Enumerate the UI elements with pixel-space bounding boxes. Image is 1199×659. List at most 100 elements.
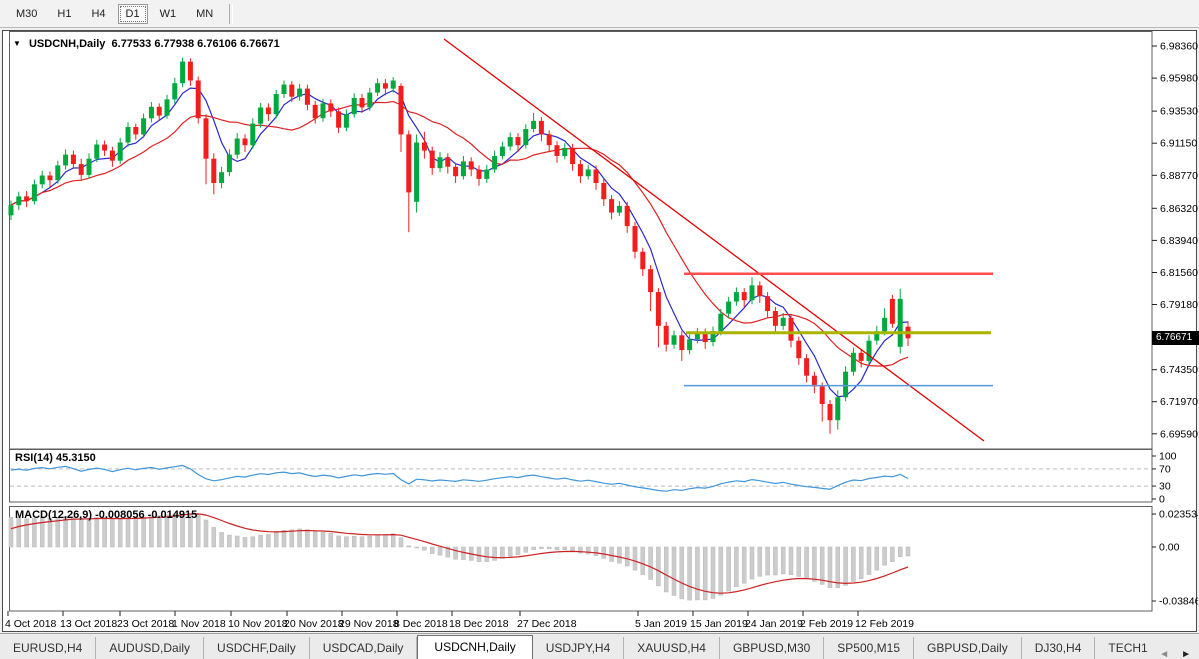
macd-bar <box>359 536 365 548</box>
chart-tab-EURUSD-H4[interactable]: EURUSD,H4 <box>0 637 97 659</box>
timeframe-button-H4[interactable]: H4 <box>83 4 113 24</box>
chart-tabs: EURUSD,H4 AUDUSD,Daily USDCHF,Daily USDCAD,… <box>0 634 1148 659</box>
chart-tab-AUDUSD-Daily[interactable]: AUDUSD,Daily <box>96 637 205 659</box>
chart-tab-GBPUSD-M30[interactable]: GBPUSD,M30 <box>720 637 825 659</box>
chart-tab-XAUUSD-H4[interactable]: XAUUSD,H4 <box>624 637 720 659</box>
ma-slow-line <box>10 100 909 367</box>
candle-body <box>343 114 349 128</box>
macd-bar <box>476 546 482 562</box>
macd-bar <box>94 517 100 548</box>
macd-bar <box>765 546 770 576</box>
chart-canvas[interactable]: 6.98360 6.95980 6.93530 6.91150 6.88770 6.863… <box>3 31 1198 631</box>
chart-tab-USDCAD-Daily[interactable]: USDCAD,Daily <box>310 637 418 659</box>
candle-body <box>484 169 490 179</box>
candle-body <box>148 106 154 119</box>
candle-body <box>609 199 615 213</box>
collapse-arrow-icon[interactable]: ▼ <box>13 39 21 48</box>
candle-body <box>546 134 552 146</box>
chart-tab-USDCNH-Daily[interactable]: USDCNH,Daily <box>417 635 533 659</box>
candle-body <box>180 61 186 84</box>
candle-body <box>172 83 178 100</box>
macd-bar <box>882 546 887 566</box>
macd-bar <box>78 517 84 548</box>
macd-bar <box>819 546 825 585</box>
macd-bar <box>250 536 256 548</box>
macd-bar <box>632 546 638 571</box>
macd-bar <box>835 546 841 589</box>
chart-tab-GBPUSD-Daily[interactable]: GBPUSD,Daily <box>914 637 1022 659</box>
chart-tab-SP500-M15[interactable]: SP500,M15 <box>824 637 915 659</box>
macd-bar <box>258 534 263 548</box>
candle-body <box>538 120 544 135</box>
tab-scroll-right-icon[interactable]: ► <box>1181 649 1191 659</box>
macd-bar <box>507 546 513 557</box>
rsi-line <box>10 464 909 492</box>
timeframe-button-D1[interactable]: D1 <box>117 3 148 24</box>
candle-body <box>312 104 318 119</box>
candle-body <box>616 205 622 213</box>
macd-histogram <box>8 513 911 601</box>
candle-body <box>874 331 880 341</box>
macd-bar <box>102 517 107 548</box>
candle-body <box>882 317 888 332</box>
chart-tab-DJ30-H4[interactable]: DJ30,H4 <box>1022 637 1096 659</box>
macd-bar <box>788 546 794 575</box>
macd-bar <box>702 546 708 601</box>
price-tick-label: 6.88770 <box>1160 170 1198 182</box>
main-panel-frame <box>9 31 1153 450</box>
candle-body <box>601 183 607 200</box>
price-tick-label: 6.98360 <box>1160 41 1198 53</box>
timeframe-button-W1[interactable]: W1 <box>152 4 185 24</box>
chart-tab-USDJPY-H4[interactable]: USDJPY,H4 <box>533 637 625 659</box>
macd-bar <box>24 518 29 548</box>
macd-bar <box>203 519 209 548</box>
candle-body <box>398 85 404 135</box>
timeframe-button-MN[interactable]: MN <box>188 4 221 24</box>
timeframe-button-H1[interactable]: H1 <box>49 4 79 24</box>
macd-bar <box>344 536 349 548</box>
candle-body <box>819 386 825 404</box>
macd-bar <box>539 546 544 549</box>
price-tick-label: 6.91150 <box>1160 138 1197 150</box>
candle-body <box>726 301 732 314</box>
candle-body <box>694 332 700 340</box>
candle-body <box>328 103 334 112</box>
date-tick-label: 27 Dec 2018 <box>517 618 577 630</box>
chart-tab-TECH100-H1[interactable]: TECH100,H1 <box>1095 637 1148 659</box>
macd-bar <box>375 534 380 548</box>
macd-bar <box>55 517 61 548</box>
candle-body <box>297 88 303 97</box>
macd-bar <box>804 546 809 580</box>
macd-bar <box>63 516 68 548</box>
candle-body <box>125 127 131 143</box>
macd-bar <box>242 537 248 548</box>
macd-bar <box>500 546 505 559</box>
candle-body <box>414 142 420 202</box>
candle-body <box>102 144 108 151</box>
date-tick-label: 29 Nov 2018 <box>339 618 399 630</box>
candle-body <box>679 335 685 351</box>
macd-bar <box>812 546 817 582</box>
macd-bar <box>390 533 396 548</box>
candle-body <box>289 84 295 97</box>
chart-tab-USDCHF-Daily[interactable]: USDCHF,Daily <box>204 637 310 659</box>
macd-scale-label: 0.00 <box>1159 542 1180 554</box>
tab-scroll-left-icon[interactable]: ◄ <box>1159 649 1170 659</box>
date-tick-label: 13 Oct 2018 <box>60 618 117 630</box>
timeframe-button-M30[interactable]: M30 <box>8 4 45 24</box>
macd-bar <box>351 536 357 548</box>
price-tick-label: 6.83940 <box>1160 235 1198 247</box>
candle-body <box>219 172 225 183</box>
descending-trendline[interactable] <box>443 38 985 442</box>
candle-body <box>437 157 443 169</box>
candle-body <box>655 292 661 326</box>
chart-tabs-bar: EURUSD,H4 AUDUSD,Daily USDCHF,Daily USDCAD,… <box>0 633 1199 659</box>
candle-body <box>741 292 747 301</box>
rsi-indicator-label: RSI(14) 45.3150 <box>15 452 96 464</box>
chart-window[interactable]: 6.98360 6.95980 6.93530 6.91150 6.88770 6.863… <box>2 30 1199 632</box>
timeframe-toolbar: M30 H1 H4 D1 W1 MN <box>0 0 1199 28</box>
macd-bar <box>679 546 685 600</box>
rsi-scale-label: 70 <box>1159 463 1171 475</box>
candle-body <box>476 169 482 179</box>
macd-bar <box>86 517 92 548</box>
